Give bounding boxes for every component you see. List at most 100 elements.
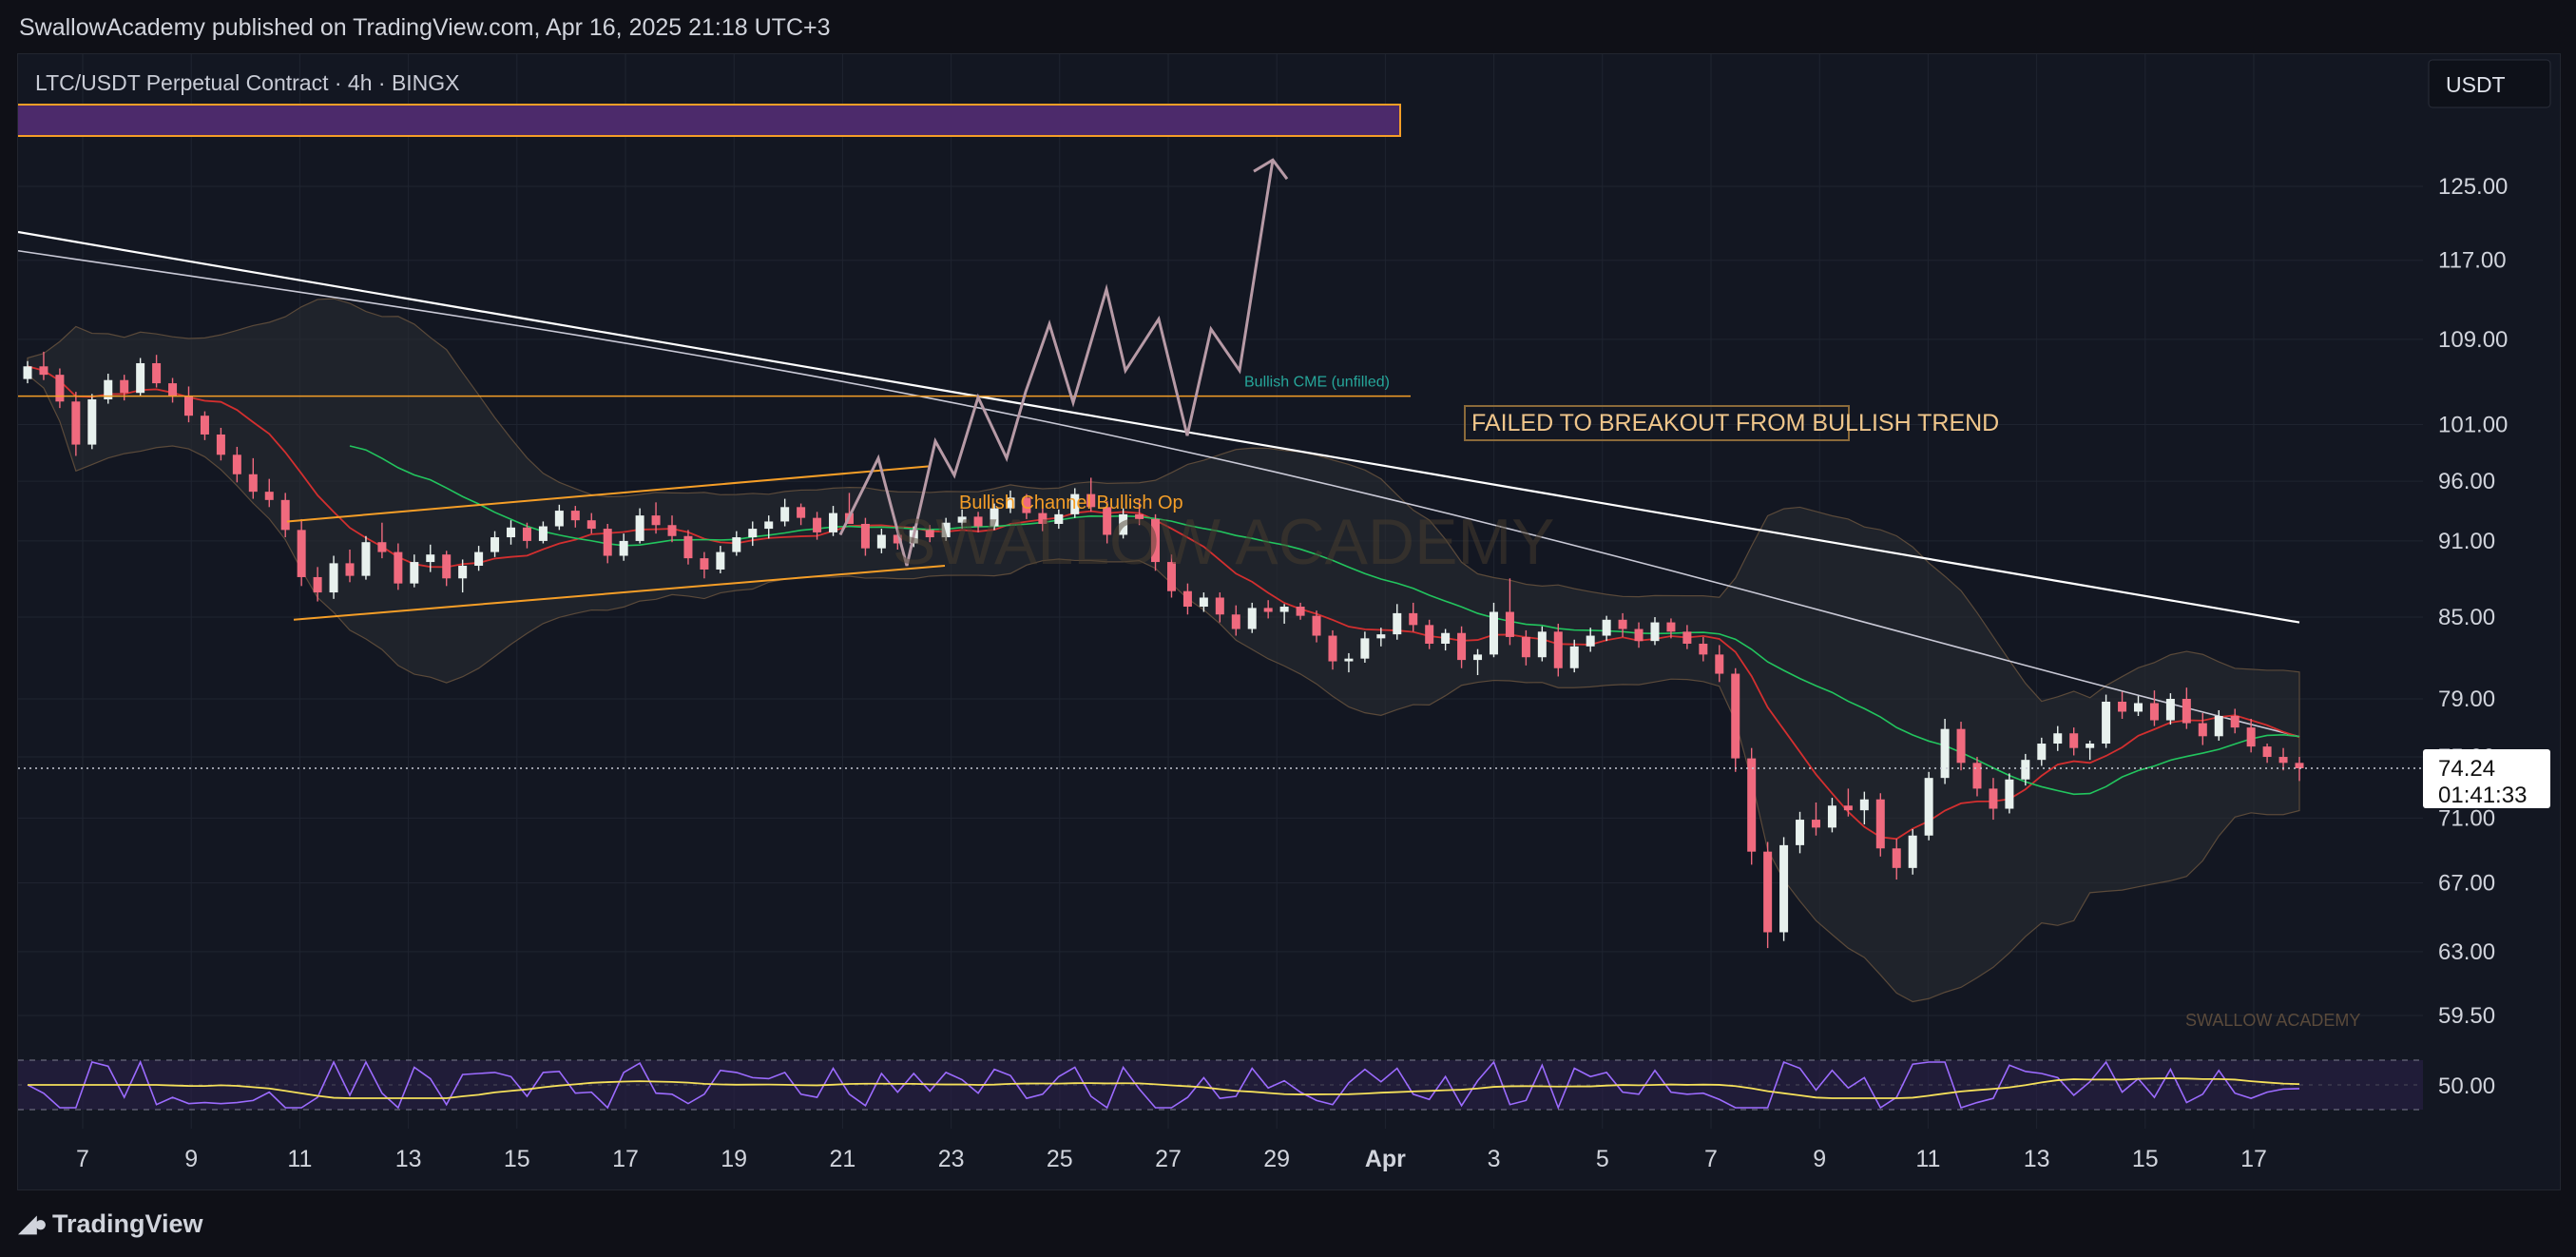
candle-body[interactable] (667, 525, 677, 536)
candle-body[interactable] (990, 508, 999, 527)
callout-box[interactable] (1464, 405, 1850, 441)
candle-body[interactable] (603, 529, 612, 556)
candle-body[interactable] (1521, 636, 1530, 658)
candle-body[interactable] (780, 507, 790, 522)
candle-body[interactable] (39, 366, 48, 376)
candle-body[interactable] (1070, 493, 1080, 514)
candle-body[interactable] (619, 540, 628, 556)
candle-body[interactable] (1715, 654, 1724, 674)
candle-body[interactable] (1618, 619, 1627, 629)
candle-body[interactable] (216, 434, 225, 455)
candle-body[interactable] (973, 516, 983, 527)
candle-body[interactable] (2053, 733, 2063, 745)
candle-body[interactable] (1376, 634, 1386, 639)
candle-body[interactable] (2182, 699, 2191, 724)
candle-body[interactable] (1231, 614, 1240, 629)
candle-body[interactable] (345, 563, 355, 576)
candle-body[interactable] (538, 526, 548, 541)
candle-body[interactable] (586, 520, 596, 530)
candle-body[interactable] (1747, 758, 1757, 852)
candle-body[interactable] (168, 383, 178, 396)
candle-body[interactable] (55, 375, 65, 402)
last-price-badge[interactable] (2423, 748, 2550, 808)
candle-body[interactable] (748, 529, 758, 538)
candle-body[interactable] (280, 499, 290, 531)
candle-body[interactable] (829, 512, 838, 532)
candle-body[interactable] (200, 416, 209, 435)
candle-body[interactable] (1892, 848, 1901, 868)
candle-body[interactable] (232, 454, 241, 474)
candle-body[interactable] (1650, 622, 1660, 642)
projection-path[interactable] (838, 159, 1275, 567)
candle-body[interactable] (248, 474, 258, 493)
supply-zone-box[interactable] (18, 104, 1401, 137)
candle-body[interactable] (683, 535, 693, 559)
candle-body[interactable] (264, 492, 274, 500)
candle-body[interactable] (2230, 715, 2240, 728)
candle-body[interactable] (136, 362, 145, 394)
candle-body[interactable] (2005, 779, 2014, 809)
candle-body[interactable] (732, 537, 741, 552)
candle-body[interactable] (442, 554, 452, 579)
candle-body[interactable] (2133, 703, 2143, 712)
candle-body[interactable] (1505, 611, 1514, 637)
candle-body[interactable] (1328, 635, 1337, 662)
candle-body[interactable] (1006, 497, 1015, 509)
currency-button[interactable] (2428, 59, 2551, 108)
candle-body[interactable] (1586, 635, 1595, 647)
candle-body[interactable] (1569, 646, 1579, 668)
candle-body[interactable] (876, 534, 886, 549)
candle-body[interactable] (1859, 799, 1869, 811)
candle-body[interactable] (1537, 631, 1547, 658)
candle-body[interactable] (2262, 746, 2272, 758)
candle-body[interactable] (2021, 760, 2030, 780)
candle-body[interactable] (1312, 615, 1321, 636)
candle-body[interactable] (1811, 820, 1820, 828)
chart-frame[interactable]: LTC/USDT Perpetual Contract · 4h · BINGX… (17, 53, 2561, 1190)
candle-body[interactable] (1038, 512, 1048, 524)
candle-body[interactable] (1924, 778, 1933, 836)
candle-body[interactable] (764, 521, 774, 530)
candle-body[interactable] (554, 511, 564, 527)
price-chart[interactable]: LTC/USDT Perpetual Contract · 4h · BINGX… (18, 54, 2560, 1189)
candle-body[interactable] (1103, 507, 1112, 535)
candle-body[interactable] (522, 527, 531, 541)
channel-upper[interactable] (286, 465, 932, 523)
candle-body[interactable] (1699, 643, 1708, 655)
candle-body[interactable] (1666, 622, 1676, 632)
candle-body[interactable] (2149, 703, 2159, 721)
candle-body[interactable] (570, 511, 580, 521)
candle-body[interactable] (184, 396, 194, 416)
candle-body[interactable] (1441, 632, 1451, 644)
candle-body[interactable] (797, 507, 806, 518)
candle-body[interactable] (1215, 597, 1224, 615)
candle-body[interactable] (152, 362, 162, 384)
candle-body[interactable] (2295, 763, 2304, 768)
candle-body[interactable] (2246, 727, 2256, 747)
candle-body[interactable] (87, 399, 97, 445)
candle-body[interactable] (1296, 607, 1305, 616)
candle-body[interactable] (1796, 820, 1805, 845)
channel-lower[interactable] (293, 565, 946, 621)
candle-body[interactable] (1409, 612, 1418, 626)
candle-body[interactable] (1360, 638, 1370, 659)
candle-body[interactable] (313, 576, 322, 593)
candle-body[interactable] (2102, 701, 2111, 745)
candle-body[interactable] (2214, 715, 2223, 737)
candle-body[interactable] (700, 558, 709, 570)
candle-body[interactable] (2278, 757, 2288, 764)
tradingview-logo[interactable]: ◢● TradingView (19, 1209, 203, 1239)
candle-body[interactable] (1247, 608, 1257, 629)
candle-body[interactable] (1908, 835, 1917, 868)
candle-body[interactable] (1940, 728, 1950, 779)
candle-body[interactable] (1473, 654, 1483, 661)
candle-body[interactable] (104, 379, 113, 400)
candle-body[interactable] (1553, 631, 1563, 668)
candle-body[interactable] (1634, 628, 1644, 642)
candle-body[interactable] (1956, 728, 1966, 764)
candle-body[interactable] (1763, 851, 1773, 933)
candle-body[interactable] (2198, 723, 2207, 737)
candle-body[interactable] (394, 551, 403, 584)
candle-body[interactable] (1843, 805, 1853, 811)
candle-body[interactable] (1344, 658, 1354, 662)
